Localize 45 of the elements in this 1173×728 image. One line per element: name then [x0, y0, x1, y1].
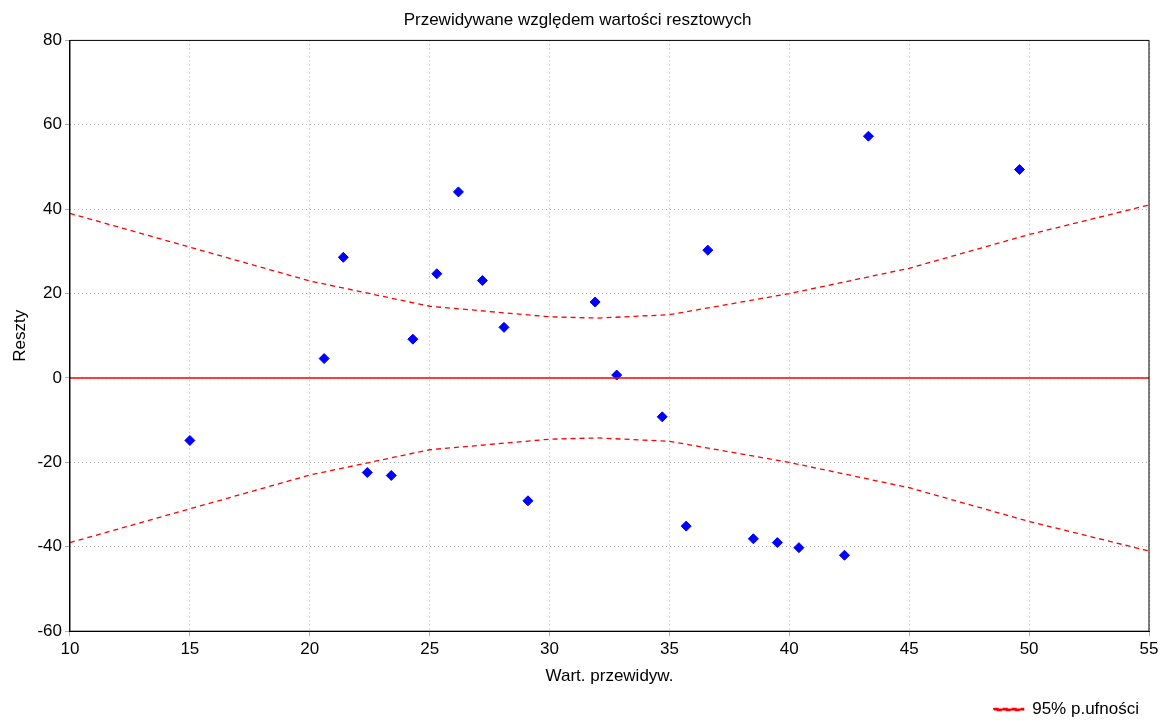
x-tick-label: 25 [420, 639, 440, 659]
point [431, 268, 443, 280]
x-tick-label: 50 [1019, 639, 1039, 659]
point [771, 537, 783, 549]
point [337, 251, 349, 263]
x-tick-label: 30 [540, 639, 559, 659]
point [407, 333, 419, 345]
point [793, 542, 805, 554]
x-tick-label: 55 [1139, 639, 1159, 659]
x-axis-title: Wart. przewidyw. [545, 666, 674, 686]
x-tick-label: 20 [300, 639, 320, 659]
point [361, 467, 373, 479]
x-tick-label: 10 [60, 639, 80, 659]
point [498, 321, 510, 333]
point [702, 244, 714, 256]
y-tick-label: 40 [43, 198, 62, 218]
x-tick-label: 40 [779, 639, 799, 659]
point [589, 296, 601, 308]
y-tick-label: 0 [52, 367, 62, 387]
y-tick-label: -20 [37, 452, 62, 472]
x-tick-label: 35 [659, 639, 679, 659]
point [452, 186, 464, 198]
x-tick-label: 15 [180, 639, 200, 659]
y-tick-label: -40 [37, 536, 62, 556]
point [747, 533, 759, 545]
point [184, 434, 196, 446]
y-tick-label: 80 [43, 30, 62, 50]
point [838, 549, 850, 561]
point [385, 469, 397, 481]
chart-title: Przewidywane względem wartości resztowych [403, 9, 752, 29]
y-axis-title: Reszty [9, 309, 29, 362]
y-tick-label: 20 [43, 283, 62, 303]
y-tick-label: 60 [43, 114, 62, 134]
line-series [69, 204, 1149, 319]
point [476, 275, 488, 287]
point [522, 495, 534, 507]
point [862, 130, 874, 142]
point [318, 353, 330, 365]
legend-label: 95% p.ufności [1032, 699, 1140, 719]
x-tick-label: 45 [899, 639, 919, 659]
point [680, 520, 692, 532]
line-series [69, 437, 1149, 552]
y-tick-label: -60 [37, 620, 62, 640]
point [656, 411, 668, 423]
point [1014, 164, 1026, 176]
